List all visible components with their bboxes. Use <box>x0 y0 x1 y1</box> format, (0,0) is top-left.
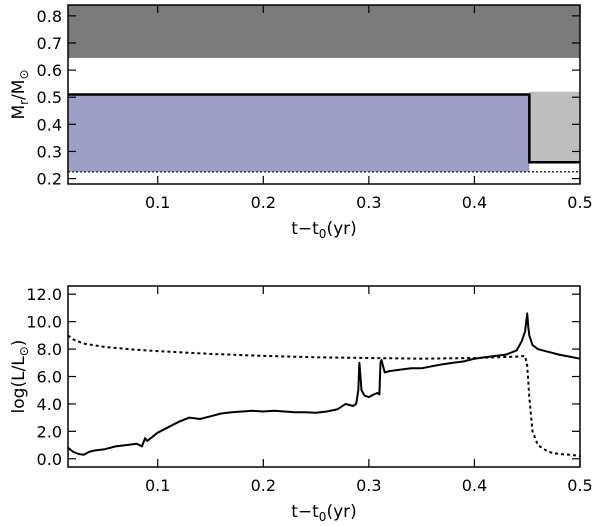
boundary-lines <box>68 93 580 173</box>
top-y-axis-label: Mr/M⊙ <box>9 69 31 119</box>
top-x-axis-label: t−t0(yr) <box>291 219 357 241</box>
x-tick-label: 0.5 <box>567 193 592 212</box>
solid-series-line <box>67 312 581 456</box>
x-tick-label: 0.1 <box>145 476 170 495</box>
y-tick-label: 0.2 <box>37 170 62 189</box>
x-tick-label: 0.4 <box>462 476 487 495</box>
x-tick-label: 0.5 <box>567 476 592 495</box>
shaded-region <box>68 5 580 58</box>
y-tick-label: 2.0 <box>37 422 62 441</box>
dotted-series-line <box>67 334 581 457</box>
luminosity-series <box>67 312 581 457</box>
x-tick-label: 0.2 <box>251 193 276 212</box>
x-tick-label: 0.3 <box>356 193 381 212</box>
luminosity-panel: 0.1 0.2 0.3 0.4 0.5 0.0 2.0 4.0 6.0 8.0 10.0 12.0 t… <box>9 285 593 524</box>
y-tick-label: 0.8 <box>37 7 62 26</box>
y-tick-label: 0.6 <box>37 61 62 80</box>
y-tick-label: 0.3 <box>37 142 62 161</box>
y-tick-label: 8.0 <box>37 340 62 359</box>
mass-coordinate-panel: 0.1 0.2 0.3 0.4 0.5 0.2 0.3 0.4 0.5 0.6 0.7 0.8 t−t… <box>9 4 593 241</box>
bottom-x-axis-label: t−t0(yr) <box>291 502 357 524</box>
y-tick-label: 4.0 <box>37 395 62 414</box>
y-tick-label: 0.4 <box>37 115 62 134</box>
top-axis-ticks: 0.1 0.2 0.3 0.4 0.5 0.2 0.3 0.4 0.5 0.6 0.7 0.8 <box>37 5 593 212</box>
shaded-region <box>529 91 580 163</box>
y-tick-label: 10.0 <box>26 313 62 332</box>
y-tick-label: 6.0 <box>37 368 62 387</box>
x-tick-label: 0.1 <box>145 193 170 212</box>
bottom-y-axis-label: log(L/L⊙) <box>9 340 31 414</box>
y-tick-label: 12.0 <box>26 285 62 304</box>
x-tick-label: 0.2 <box>251 476 276 495</box>
boundary-line <box>68 93 580 164</box>
y-tick-label: 0.5 <box>37 88 62 107</box>
x-tick-label: 0.3 <box>356 476 381 495</box>
top-plot-frame <box>67 4 581 185</box>
shaded-region <box>68 94 530 172</box>
shaded-regions <box>68 5 580 172</box>
bottom-axis-ticks: 0.1 0.2 0.3 0.4 0.5 0.0 2.0 4.0 6.0 8.0 10.0 12.0 <box>26 285 592 495</box>
y-tick-label: 0.0 <box>37 450 62 469</box>
y-tick-label: 0.7 <box>37 34 62 53</box>
x-tick-label: 0.4 <box>462 193 487 212</box>
